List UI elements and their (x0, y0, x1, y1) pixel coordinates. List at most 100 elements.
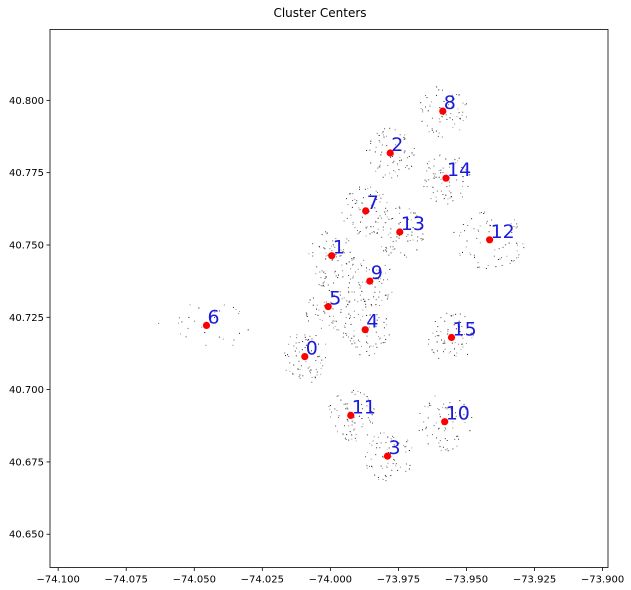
trip-point (428, 110, 430, 111)
trip-point (405, 463, 407, 465)
trip-point (289, 336, 291, 338)
trip-point (352, 263, 354, 265)
cluster-center-marker (441, 418, 449, 426)
trip-point (340, 309, 342, 311)
trip-point (366, 267, 367, 269)
trip-point (337, 260, 339, 262)
trip-point (373, 322, 374, 324)
trip-point (403, 136, 405, 138)
trip-point (456, 179, 458, 181)
trip-point (355, 434, 357, 435)
trip-point (193, 320, 195, 322)
trip-point (373, 231, 375, 233)
trip-point (428, 131, 430, 133)
trip-point (430, 405, 432, 407)
trip-point (352, 275, 354, 277)
trip-point (457, 108, 459, 110)
trip-point (346, 403, 348, 405)
trip-point (370, 404, 372, 406)
trip-point (439, 121, 441, 123)
trip-point (436, 190, 438, 192)
trip-point (445, 158, 447, 160)
trip-point (390, 252, 392, 254)
trip-point (511, 260, 512, 262)
trip-point (391, 469, 393, 471)
trip-point (425, 428, 427, 430)
trip-point (328, 324, 330, 326)
trip-point (364, 300, 366, 302)
trip-point (329, 416, 331, 418)
trip-point (371, 283, 373, 285)
trip-point (158, 322, 160, 324)
trip-point (367, 452, 368, 453)
trip-point (346, 198, 347, 200)
trip-point (214, 311, 216, 313)
trip-point (362, 423, 364, 425)
trip-point (398, 237, 400, 239)
trip-point (465, 246, 467, 248)
trip-point (522, 243, 524, 245)
trip-point (353, 389, 354, 391)
trip-point (361, 403, 362, 405)
trip-point (340, 249, 342, 251)
trip-point (384, 222, 386, 223)
trip-point (316, 374, 318, 376)
trip-point (436, 350, 438, 352)
trip-point (327, 232, 328, 234)
trip-point (426, 435, 428, 437)
trip-point (489, 224, 491, 226)
trip-point (347, 304, 349, 306)
trip-point (354, 198, 356, 200)
trip-point (366, 465, 368, 467)
trip-point (385, 476, 387, 478)
trip-point (342, 433, 344, 435)
trip-point (372, 345, 374, 347)
trip-point (324, 281, 326, 283)
trip-point (359, 354, 361, 356)
trip-point (453, 231, 455, 233)
trip-point (308, 302, 310, 304)
trip-point (339, 294, 341, 296)
cluster-center-marker (328, 252, 336, 260)
trip-point (338, 248, 340, 250)
trip-point (523, 247, 525, 249)
trip-point (387, 234, 389, 236)
trip-point (439, 155, 441, 157)
trip-point (449, 197, 451, 199)
trip-point (408, 450, 410, 451)
trip-point (201, 326, 203, 328)
trip-point (443, 351, 444, 353)
trip-point (381, 299, 383, 301)
trip-point (385, 442, 387, 444)
trip-point (369, 210, 370, 212)
trip-point (344, 326, 346, 328)
trip-point (488, 231, 490, 233)
cluster-center-label: 8 (444, 92, 456, 114)
trip-point (425, 95, 427, 96)
trip-point (363, 259, 365, 261)
trip-point (392, 246, 394, 248)
trip-point (433, 131, 434, 133)
trip-point (428, 402, 430, 404)
trip-point (447, 102, 449, 104)
x-tick-label: −74.000 (309, 575, 352, 586)
trip-point (439, 416, 441, 418)
trip-point (325, 258, 327, 260)
trip-point (367, 398, 369, 400)
trip-point (372, 440, 374, 442)
trip-point (416, 215, 418, 217)
cluster-center-label: 5 (329, 288, 341, 310)
trip-point (470, 333, 472, 335)
trip-point (502, 246, 504, 248)
trip-point (235, 309, 237, 310)
trip-point (337, 416, 339, 418)
trip-point (348, 291, 350, 293)
trip-point (354, 299, 356, 301)
trip-point (431, 117, 433, 119)
trip-point (357, 268, 359, 270)
trip-point (411, 447, 413, 449)
trip-point (218, 336, 220, 338)
trip-point (438, 427, 440, 429)
trip-point (351, 258, 353, 259)
trip-point (380, 278, 381, 280)
